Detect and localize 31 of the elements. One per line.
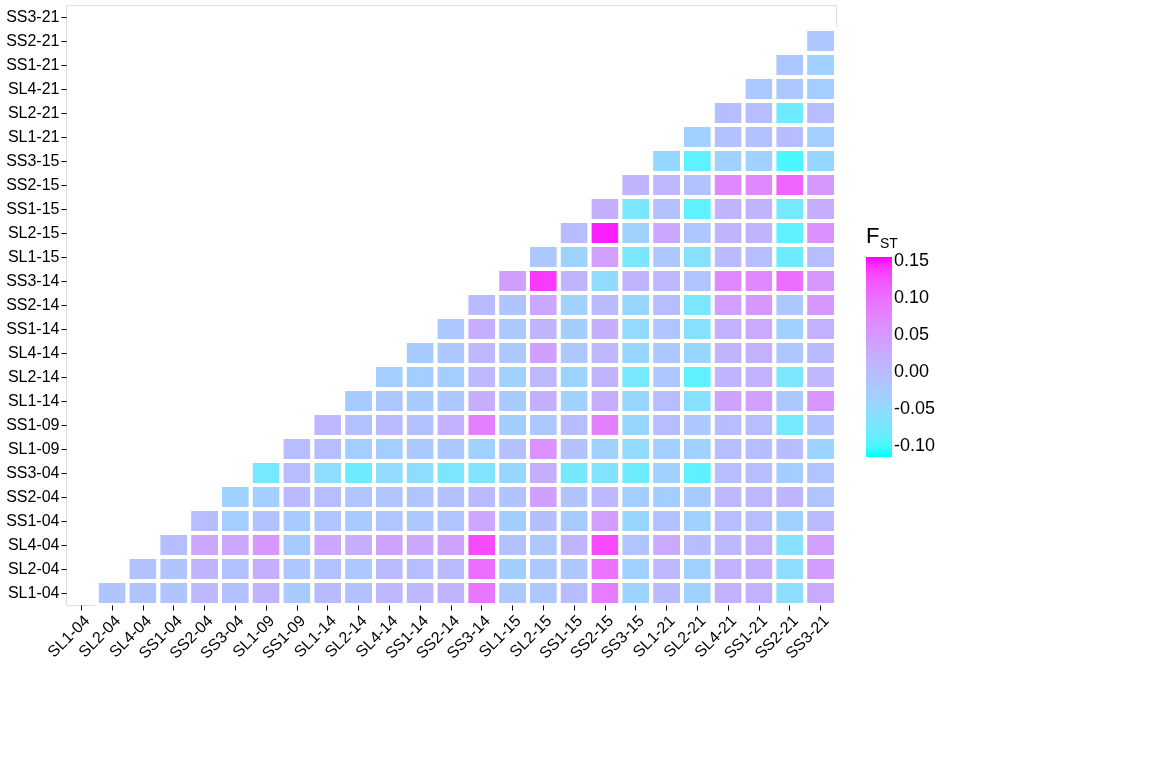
y-tick-label: SL1-09 — [7, 440, 60, 457]
y-tick-label: SS1-14 — [6, 320, 60, 337]
y-tick-label: SS2-14 — [6, 296, 60, 313]
y-tick-label: SS1-21 — [6, 56, 60, 73]
y-tick-label: SS3-04 — [6, 464, 60, 481]
y-tick-label: SL1-21 — [7, 128, 60, 145]
y-tick-label: SS1-15 — [6, 200, 60, 217]
y-tick-label: SS1-04 — [6, 512, 60, 529]
y-tick-label: SS3-21 — [6, 8, 60, 25]
color-bar-label: 0.05 — [894, 323, 930, 344]
y-tick-label: SS3-14 — [6, 272, 60, 289]
y-tick-label: SS2-15 — [6, 176, 60, 193]
y-tick-label: SL2-14 — [7, 368, 60, 385]
color-bar-label: -0.10 — [894, 434, 936, 455]
y-tick-label: SL2-21 — [7, 104, 60, 121]
color-bar-label: 0.10 — [894, 286, 930, 307]
color-bar-label: 0.00 — [894, 360, 930, 381]
y-tick-label: SL1-14 — [7, 392, 60, 409]
y-tick-label: SS1-09 — [6, 416, 60, 433]
y-tick-label: SS3-15 — [6, 152, 60, 169]
y-tick-label: SL2-15 — [7, 224, 60, 241]
y-tick-label: SL4-14 — [7, 344, 60, 361]
y-tick-label: SS2-04 — [6, 488, 60, 505]
y-tick-label: SL2-04 — [7, 560, 60, 577]
y-tick-label: SL1-04 — [7, 584, 60, 601]
color-bar-label: 0.15 — [894, 249, 930, 270]
y-tick-label: SS2-21 — [6, 32, 60, 49]
color-bar-label: -0.05 — [894, 397, 936, 418]
y-tick-label: SL1-15 — [7, 248, 60, 265]
y-tick-label: SL4-04 — [7, 536, 60, 553]
y-tick-label: SL4-21 — [7, 80, 60, 97]
